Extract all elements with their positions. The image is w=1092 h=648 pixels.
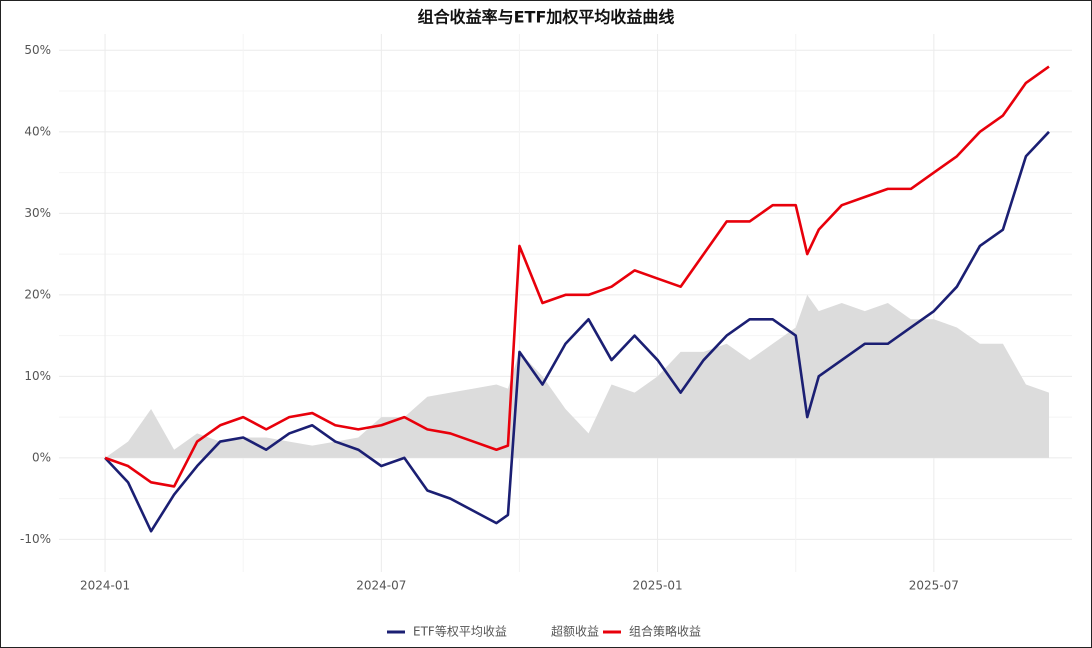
area: [105, 294, 1049, 458]
legend-label: 组合策略收益: [629, 624, 701, 639]
line: [104, 130, 1050, 533]
y-tick-label: 20%: [24, 287, 51, 301]
legend-label: ETF等权平均收益: [413, 625, 507, 639]
y-tick-label: -10%: [20, 532, 51, 546]
x-tick-label: 2025-01: [633, 579, 683, 593]
y-tick-label: 30%: [24, 206, 51, 220]
y-tick-label: 0%: [32, 450, 51, 464]
line: [104, 65, 1050, 488]
legend-label: 超额收益: [551, 624, 599, 639]
y-tick-label: 50%: [24, 43, 51, 57]
y-tick-label: 40%: [24, 124, 51, 138]
x-tick-label: 2024-01: [80, 579, 130, 593]
labels-layer: -10% 0% 10% 20% 30% 40% 50% 2024-01 2024-07 2025-…: [20, 43, 959, 639]
x-tick-label: 2024-07: [356, 579, 406, 593]
chart-title: 组合收益率与ETF加权平均收益曲线: [418, 8, 675, 27]
legend-key: [525, 625, 541, 639]
x-tick-label: 2025-07: [909, 579, 959, 593]
y-tick-label: 10%: [24, 369, 51, 383]
marks-layer: [104, 65, 1050, 533]
